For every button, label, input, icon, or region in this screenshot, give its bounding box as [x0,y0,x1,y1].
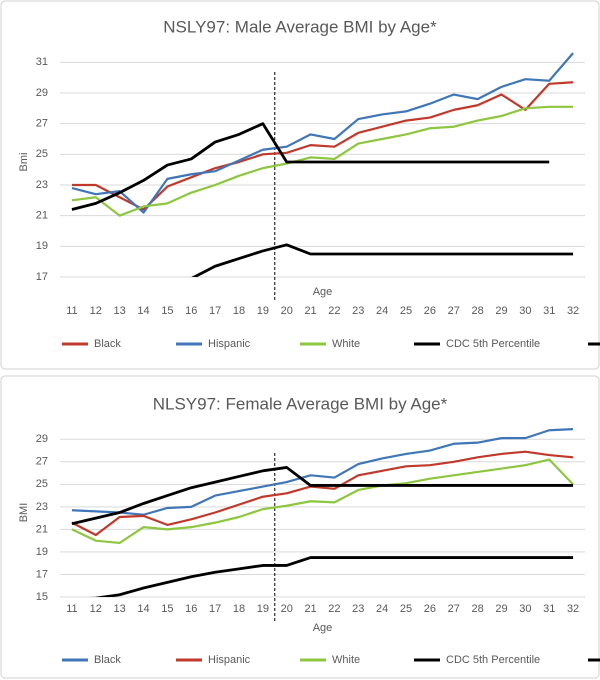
x-tick-label: 31 [543,603,555,615]
series-line [71,428,574,516]
y-tick-label: 17 [36,271,48,283]
x-tick-label: 26 [424,603,436,615]
series-line [71,81,574,211]
x-tick-label: 17 [209,603,221,615]
series-group [71,52,574,277]
x-tick-label: 14 [137,603,149,615]
y-tick-label: 29 [36,433,48,445]
x-tick-label: 13 [114,603,126,615]
y-axis-label: BMI [18,503,30,523]
y-tick-label: 25 [36,478,48,490]
series-line [71,466,574,526]
x-tick-label: 20 [281,603,293,615]
x-tick-label: 27 [448,603,460,615]
x-tick-label: 31 [543,305,555,317]
y-tick-label: 31 [36,56,48,68]
x-tick-label: 30 [519,305,531,317]
x-tick-label: 21 [304,305,316,317]
x-tick-label: 16 [185,603,197,615]
x-tick-label: 26 [424,305,436,317]
x-tick-label: 24 [376,305,388,317]
legend-label: White [332,654,360,666]
x-tick-label: 24 [376,603,388,615]
legend-label: CDC 5th Percentile [446,654,540,666]
legend-label: Black [94,654,121,666]
legend-label: Hispanic [208,654,251,666]
y-tick-label: 19 [36,240,48,252]
series-line [71,450,574,537]
y-tick-label: 17 [36,568,48,580]
y-tick-label: 27 [36,456,48,468]
x-tick-label: 29 [495,603,507,615]
x-tick-label: 30 [519,603,531,615]
y-tick-label: 19 [36,546,48,558]
x-tick-label: 22 [328,305,340,317]
x-axis-label: Age [313,286,333,298]
x-tick-label: 19 [257,603,269,615]
series-line [191,243,574,277]
y-tick-label: 27 [36,118,48,130]
y-tick-label: 21 [36,210,48,222]
x-tick-label: 28 [471,603,483,615]
y-tick-label: 21 [36,523,48,535]
y-tick-label: 23 [36,179,48,191]
x-tick-label: 15 [161,305,173,317]
chart-title: NSLY97: Male Average BMI by Age* [163,17,437,36]
legend-label: Black [94,338,121,350]
x-tick-label: 11 [66,305,77,317]
x-axis-label: Age [313,622,333,634]
y-tick-label: 29 [36,87,48,99]
x-tick-label: 17 [209,305,221,317]
x-tick-label: 14 [137,305,149,317]
series-line [71,52,574,214]
x-tick-label: 29 [495,305,507,317]
chart-title: NLSY97: Female Average BMI by Age* [153,394,448,413]
x-tick-label: 12 [90,603,102,615]
y-tick-label: 15 [36,591,48,603]
x-tick-label: 18 [233,603,245,615]
y-tick-label: 25 [36,148,48,160]
x-tick-label: 19 [257,305,269,317]
x-tick-label: 27 [448,305,460,317]
x-tick-label: 25 [400,603,412,615]
x-tick-label: 25 [400,305,412,317]
y-tick-label: 23 [36,501,48,513]
chart-frame [0,375,600,679]
x-tick-label: 28 [471,305,483,317]
series-line [71,105,574,217]
x-tick-label: 12 [90,305,102,317]
x-tick-label: 11 [66,603,77,615]
x-tick-label: 23 [352,603,364,615]
legend-label: CDC 5th Percentile [446,338,540,350]
x-tick-label: 21 [304,603,316,615]
x-tick-label: 16 [185,305,197,317]
x-tick-label: 23 [352,305,364,317]
legend-label: Hispanic [208,338,251,350]
series-group [71,428,574,597]
x-tick-label: 22 [328,603,340,615]
legend-label: White [332,338,360,350]
series-line [89,556,574,597]
x-tick-label: 15 [161,603,173,615]
series-line [71,458,574,545]
y-axis-label: Bmi [18,153,30,172]
x-tick-label: 32 [567,603,579,615]
x-tick-label: 13 [114,305,126,317]
x-tick-label: 20 [281,305,293,317]
x-tick-label: 32 [567,305,579,317]
series-line [71,122,550,211]
x-tick-label: 18 [233,305,245,317]
